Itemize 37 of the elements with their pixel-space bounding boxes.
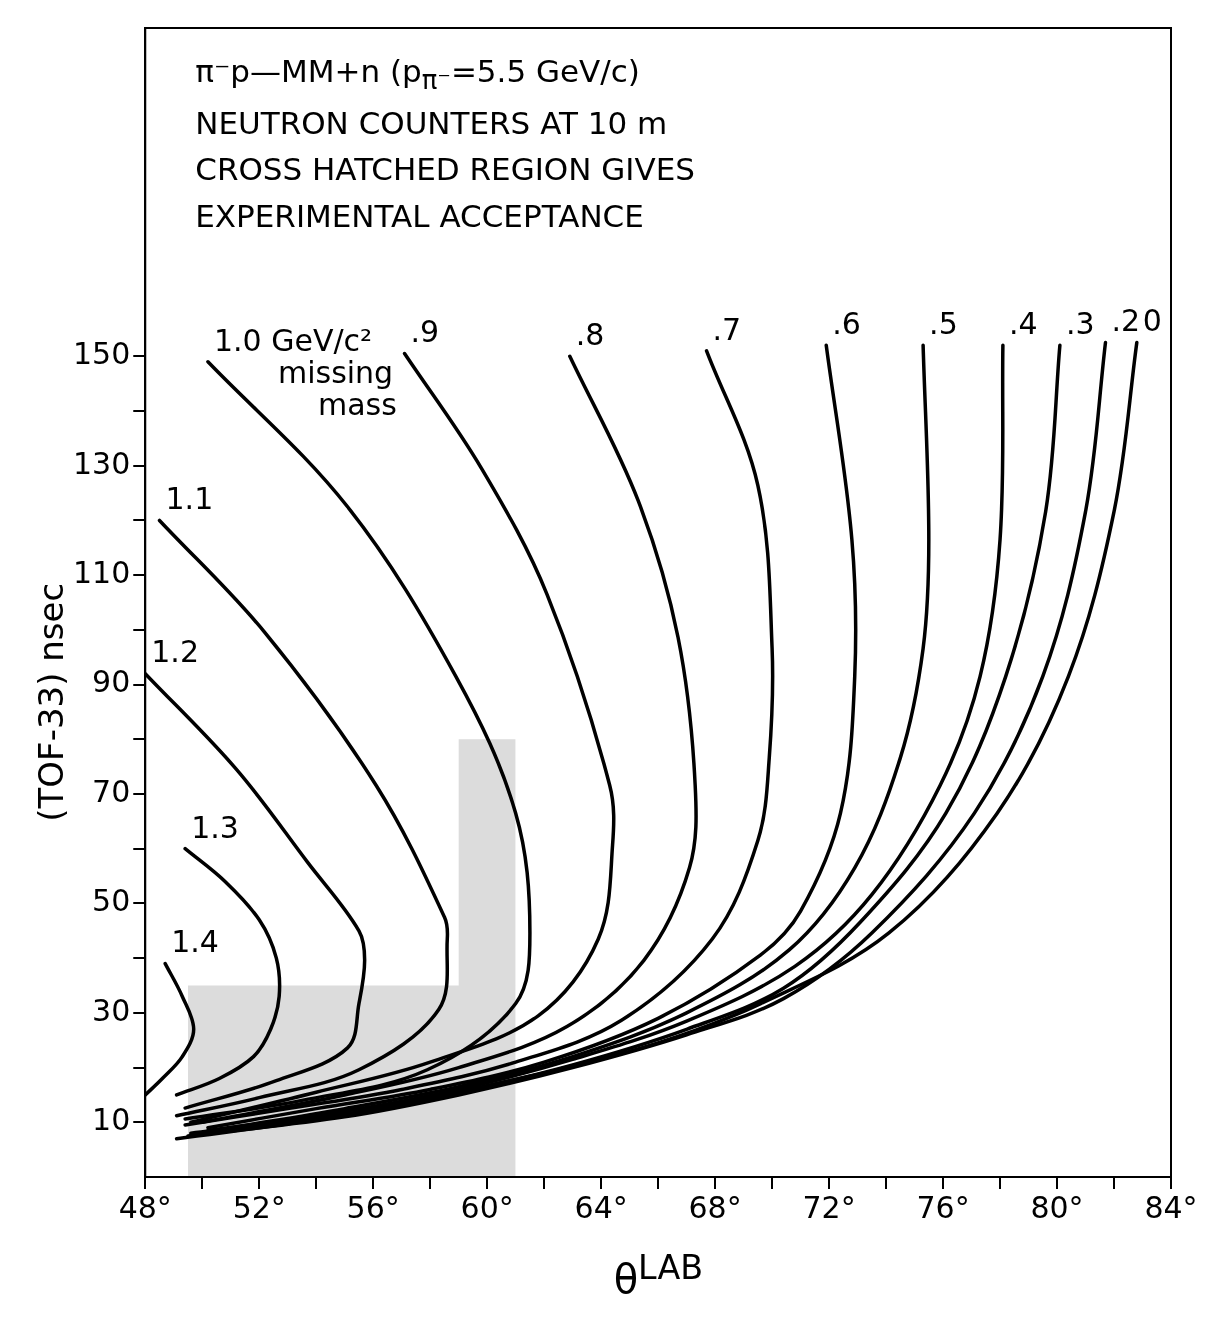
x-tick-label: 52° <box>232 1189 286 1225</box>
y-tick-label: 10 <box>92 1102 131 1138</box>
y-tick-label: 150 <box>73 336 131 372</box>
series-label: .6 <box>832 306 861 342</box>
series-label: 0 <box>1142 303 1162 339</box>
x-tick-label: 56° <box>346 1189 400 1225</box>
text: NEUTRON COUNTERS AT 10 m <box>195 104 668 141</box>
y-tick-label: 30 <box>92 992 131 1028</box>
series-label: .5 <box>929 306 958 342</box>
annotation: CROSS HATCHED REGION GIVES EXPERIMENTAL ACCEPTANCE <box>195 151 695 234</box>
y-tick-label: 50 <box>92 883 131 919</box>
y-tick-label: 130 <box>73 445 131 481</box>
series-label: .9 <box>410 314 440 350</box>
x-tick-label: 48° <box>118 1189 172 1225</box>
series-label: .8 <box>575 317 605 353</box>
series-label: .7 <box>712 311 742 347</box>
x-tick-label: 64° <box>574 1189 628 1225</box>
x-tick-label: 68° <box>688 1189 742 1225</box>
x-tick-label: 72° <box>802 1189 856 1225</box>
x-tick-label: 60° <box>460 1189 514 1225</box>
series-label: 1.2 <box>151 634 199 670</box>
text: π⁻p—MM+n (p$_{π⁻}$=5.5 GeV/c) <box>195 53 640 96</box>
y-axis-title: (TOF-33) nsec <box>30 582 73 822</box>
series-label: .3 <box>1065 306 1095 342</box>
y-tick-label: 70 <box>92 773 131 809</box>
series-label: .4 <box>1008 306 1038 342</box>
x-tick-label: 76° <box>916 1189 970 1225</box>
y-tick-label: 90 <box>92 664 131 700</box>
x-tick-label: 80° <box>1030 1189 1084 1225</box>
y-tick-label: 110 <box>73 554 131 590</box>
series-label: 1.1 <box>165 481 214 517</box>
x-tick-label: 84° <box>1144 1189 1198 1225</box>
series-label: 1.3 <box>191 809 239 845</box>
series-label: 1.0 GeV/c² missing mass <box>213 322 397 422</box>
x-axis-title: θ$^{LAB}$ <box>613 1247 704 1305</box>
series-label: 1.4 <box>171 924 219 960</box>
series-label: .2 <box>1111 303 1141 339</box>
